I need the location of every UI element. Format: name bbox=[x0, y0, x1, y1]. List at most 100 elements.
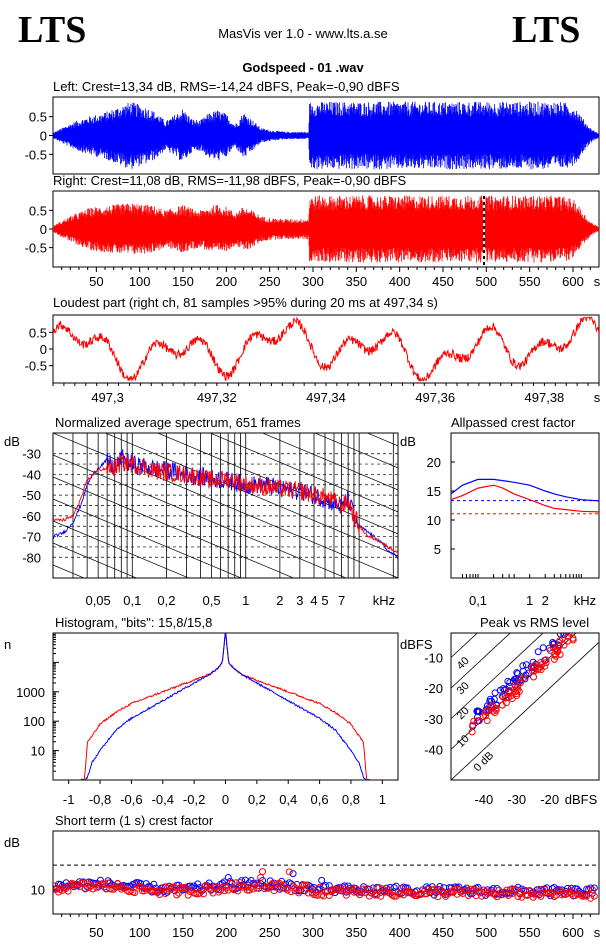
crest-point-right bbox=[525, 887, 533, 895]
xtick-label: 3 bbox=[296, 593, 303, 608]
peak-rms-point-right bbox=[512, 684, 520, 692]
loudest-line bbox=[53, 316, 599, 382]
crest-point-right bbox=[320, 892, 328, 900]
panel-title-left: Left: Crest=13,34 dB, RMS=-14,24 dBFS, P… bbox=[53, 79, 400, 94]
histogram-frame bbox=[52, 632, 399, 781]
ytick-label: -70 bbox=[22, 530, 41, 545]
xtick-label: -0,2 bbox=[183, 792, 205, 807]
crest-point-right bbox=[564, 889, 572, 897]
spectrum-slope-line bbox=[53, 587, 398, 732]
xtick-label: 200 bbox=[215, 274, 237, 289]
ytick-label: -10 bbox=[424, 651, 443, 666]
crest-point-right bbox=[297, 886, 305, 894]
crest-point-right bbox=[396, 890, 404, 898]
crest-point-right bbox=[238, 882, 246, 890]
spectrum-slope-line bbox=[104, 433, 398, 557]
xtick-label: -1 bbox=[63, 792, 75, 807]
crest-point-right bbox=[260, 885, 268, 893]
crest-point-right bbox=[173, 891, 181, 899]
xtick-label: -20 bbox=[540, 792, 559, 807]
plot-area-clip-pr bbox=[451, 633, 599, 780]
spectrum-slope-line bbox=[53, 454, 347, 578]
crest-point-right bbox=[285, 868, 293, 876]
xtick-label: 2 bbox=[542, 593, 549, 608]
peak-rms-point-right bbox=[505, 689, 513, 697]
crest-point-right bbox=[180, 883, 188, 891]
crest-point-right bbox=[566, 888, 574, 896]
xtick-label: 4 bbox=[310, 593, 317, 608]
peak-rms-point-right bbox=[487, 703, 495, 711]
panel-title-spectrum: Normalized average spectrum, 651 frames bbox=[55, 415, 301, 430]
crest-point-left bbox=[96, 876, 104, 884]
crest-point-right bbox=[196, 889, 204, 897]
crest-point-right bbox=[163, 887, 171, 895]
crest-point-right bbox=[293, 885, 301, 893]
crest-point-right bbox=[79, 879, 87, 887]
crest-point-right bbox=[350, 888, 358, 896]
diagonal-label: 20 bbox=[455, 705, 472, 722]
xtick-label: 300 bbox=[302, 925, 324, 940]
histogram-series-left bbox=[80, 633, 370, 780]
peak-rms-point-right bbox=[556, 637, 564, 645]
peak-rms-point-right bbox=[542, 659, 550, 667]
plot-area-clip-cs bbox=[53, 868, 598, 902]
xtick-label: 0 bbox=[222, 792, 229, 807]
peak-rms-point-left bbox=[549, 638, 557, 646]
crest-point-right bbox=[497, 889, 505, 897]
peak-rms-frame bbox=[450, 632, 600, 781]
crest-point-right bbox=[281, 885, 289, 893]
crest-point-right bbox=[199, 890, 207, 898]
xtick-label: 300 bbox=[302, 274, 324, 289]
logo-right: LTS bbox=[512, 9, 581, 51]
xtick-label: 550 bbox=[519, 925, 541, 940]
crest-point-right bbox=[133, 880, 141, 888]
crest-point-right bbox=[89, 885, 97, 893]
crest-point-right bbox=[184, 891, 192, 899]
crest-point-right bbox=[550, 893, 558, 901]
crest-point-right bbox=[283, 886, 291, 894]
allpass-series-left bbox=[450, 478, 600, 502]
crest-point-right bbox=[512, 886, 520, 894]
xunit-label: s bbox=[594, 274, 601, 289]
ytick-label: -30 bbox=[22, 447, 41, 462]
xtick-label: 450 bbox=[432, 274, 454, 289]
peak-rms-point-right bbox=[483, 717, 491, 725]
ytick-label: 0 bbox=[40, 222, 47, 237]
xunit-label: s bbox=[594, 390, 601, 405]
crest-short-frame bbox=[52, 830, 600, 915]
xtick-label: 0,1 bbox=[123, 593, 141, 608]
ytick-label: -40 bbox=[424, 742, 443, 757]
crest-point-right bbox=[375, 884, 383, 892]
peak-rms-point-right bbox=[481, 712, 489, 720]
xtick-label: 497,34 bbox=[306, 390, 346, 405]
crest-point-right bbox=[354, 889, 362, 897]
peak-rms-point-right bbox=[560, 641, 568, 649]
crest-point-right bbox=[230, 886, 238, 894]
crest-point-right bbox=[276, 879, 284, 887]
panel-title-peak-vs-rms: Peak vs RMS level bbox=[480, 615, 589, 630]
waveform-left bbox=[53, 101, 599, 170]
crest-point-left bbox=[392, 882, 400, 890]
crest-point-right bbox=[588, 886, 596, 894]
panel-title-allpass: Allpassed crest factor bbox=[451, 415, 576, 430]
xtick-label: 100 bbox=[129, 274, 151, 289]
spectrum-slope-line bbox=[53, 520, 190, 578]
crest-point-right bbox=[127, 886, 135, 894]
ytick-label: 10 bbox=[427, 513, 441, 528]
crest-point-right bbox=[207, 885, 215, 893]
spectrum-slope-line bbox=[53, 631, 398, 776]
crest-point-right bbox=[400, 891, 408, 899]
crest-point-right bbox=[342, 891, 350, 899]
peak-rms-point-right bbox=[516, 674, 524, 682]
xtick-label: -30 bbox=[507, 792, 526, 807]
crest-point-right bbox=[262, 883, 270, 891]
xtick-label: 150 bbox=[172, 925, 194, 940]
xtick-label: -0,6 bbox=[120, 792, 142, 807]
peak-rms-point-left bbox=[513, 669, 521, 677]
peak-rms-point-right bbox=[565, 633, 573, 637]
xtick-label: 450 bbox=[432, 925, 454, 940]
crest-point-right bbox=[438, 888, 446, 896]
ytick-label: -20 bbox=[424, 681, 443, 696]
crest-point-right bbox=[478, 892, 486, 900]
